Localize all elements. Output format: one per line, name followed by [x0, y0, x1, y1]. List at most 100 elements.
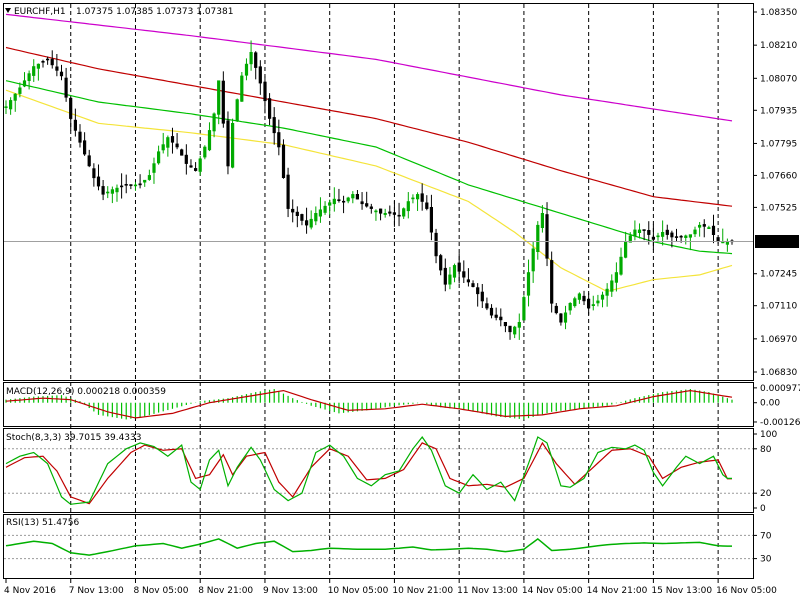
candle-body [101, 186, 105, 195]
time-axis-label: 8 Nov 21:00 [198, 586, 253, 596]
stoch-title: Stoch(8,3,3) 39.7015 39.4333 [6, 433, 141, 443]
candle-body [471, 283, 475, 288]
candle-body [633, 229, 637, 237]
candle-body [291, 208, 295, 213]
candle-body [457, 262, 461, 272]
candle-body [693, 229, 697, 235]
candle-body [332, 198, 336, 205]
rsi-axis-label: 30 [760, 555, 772, 565]
candle-body [272, 117, 276, 134]
time-axis-label: 14 Nov 05:00 [522, 586, 583, 596]
price-candles [4, 40, 734, 340]
candle-body [466, 279, 471, 283]
candle-body [679, 235, 683, 238]
stoch-panel [3, 428, 754, 513]
candle-body [263, 81, 267, 102]
candle-body [22, 80, 27, 87]
price-axis-label: 1.08070 [760, 74, 797, 84]
price-axis-label: 1.07935 [760, 106, 797, 116]
candle-body [522, 297, 526, 321]
candle-body [106, 191, 110, 194]
candle-body [240, 75, 244, 102]
candle-body [18, 87, 22, 94]
candle-body [36, 63, 40, 69]
candle-body [249, 51, 253, 65]
rsi-series [5, 537, 732, 556]
candle-body [328, 202, 332, 206]
candle-body [41, 60, 45, 63]
price-axis-label: 1.07110 [760, 302, 797, 312]
candle-body [614, 272, 618, 283]
candle-body [503, 321, 508, 327]
candle-body [13, 93, 17, 101]
time-axis-label: 14 Nov 21:00 [587, 586, 648, 596]
time-axis-label: 15 Nov 13:00 [651, 586, 712, 596]
candle-body [526, 272, 531, 296]
candle-body [78, 131, 82, 143]
candle-body [133, 184, 138, 187]
candle-body [499, 316, 503, 321]
candle-body [120, 185, 124, 188]
price-axis-label: 1.06970 [760, 335, 797, 345]
candle-body [9, 100, 13, 110]
price-header: 1.07375 1.07385 1.07373 1.07381 [76, 7, 233, 17]
candle-body [674, 236, 679, 238]
candle-body [439, 255, 443, 271]
candle-body [365, 203, 369, 207]
candle-body [337, 199, 341, 201]
candle-body [235, 99, 239, 122]
candle-body [83, 140, 87, 155]
candle-body [563, 312, 568, 323]
candle-body [295, 211, 299, 217]
moving-average-line [5, 13, 733, 122]
candle-body [448, 274, 452, 285]
candle-body [32, 66, 36, 76]
candle-body [596, 300, 600, 304]
time-axis-label: 8 Nov 05:00 [133, 586, 188, 596]
candle-body [651, 236, 655, 240]
candle-body [545, 214, 549, 259]
moving-average-line [5, 80, 733, 255]
candle-body [244, 63, 249, 76]
time-axis-label: 7 Nov 13:00 [69, 586, 124, 596]
candle-body [314, 213, 318, 222]
candle-body [697, 224, 702, 228]
rsi-title: RSI(13) 51.4756 [6, 518, 79, 528]
x-axis-ticks: 4 Nov 2016 7 Nov 13:00 8 Nov 05:00 8 Nov 21… [4, 579, 777, 596]
y-axis-ticks: 1.08350 1.08210 1.08070 1.07935 1.07795 1.076… [753, 8, 800, 565]
candle-body [517, 321, 521, 328]
candle-body [355, 194, 360, 200]
candle-body [147, 175, 152, 180]
candle-body [50, 58, 54, 66]
last-price-tag: 1.07381 [755, 235, 799, 248]
candle-body [637, 229, 642, 233]
candle-body [175, 143, 179, 148]
candle-body [212, 113, 216, 132]
candle-body [605, 288, 609, 296]
candle-body [64, 77, 68, 98]
macd-title: MACD(12,26,9) 0.000218 0.000359 [6, 387, 166, 397]
candle-body [550, 260, 554, 304]
candle-body [161, 144, 165, 151]
candle-body [462, 271, 466, 278]
candle-body [660, 232, 665, 237]
candle-body [485, 303, 489, 309]
candle-body [425, 202, 429, 209]
macd-axis-label: 0.00 [760, 399, 780, 409]
symbol-title: EURCHF,H1 [14, 7, 66, 17]
candle-body [397, 214, 401, 217]
candle-body [420, 193, 424, 202]
candle-body [198, 158, 202, 172]
candle-body [647, 230, 651, 235]
candle-body [513, 326, 517, 335]
candle-body [180, 149, 184, 156]
candle-body [591, 304, 595, 307]
candle-body [92, 168, 96, 179]
candle-body [157, 151, 161, 164]
candle-body [309, 218, 313, 228]
stoch-axis-label: 0 [760, 504, 766, 514]
candle-body [406, 201, 410, 212]
candle-body [258, 66, 262, 84]
macd-panel [3, 382, 754, 427]
